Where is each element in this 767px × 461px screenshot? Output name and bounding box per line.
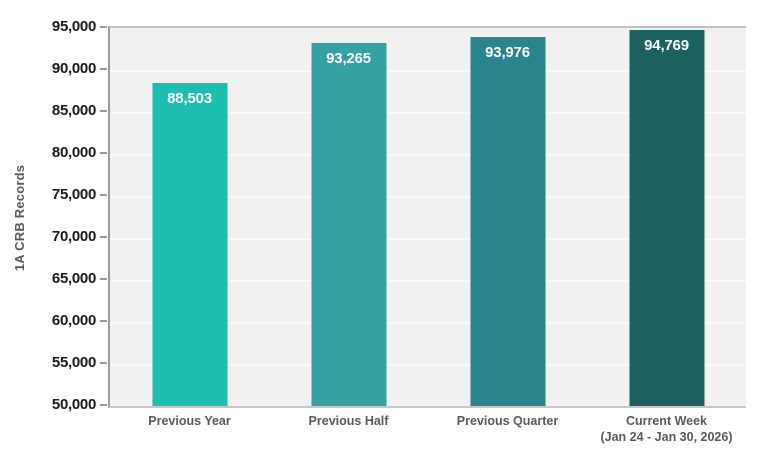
y-axis-tick <box>100 26 107 28</box>
bar-slot: 88,503 <box>110 26 269 406</box>
y-tick-label: 95,000 <box>51 18 96 35</box>
bar-4: 94,769 <box>629 29 704 406</box>
bar-1: 88,503 <box>152 82 227 406</box>
x-category-label: Previous Year <box>148 414 231 428</box>
y-tick-label: 90,000 <box>51 60 96 77</box>
bar-2: 93,265 <box>311 42 386 406</box>
gridline <box>110 364 746 366</box>
gridline <box>110 196 746 198</box>
y-tick-label: 80,000 <box>51 144 96 161</box>
bar-value-label: 93,976 <box>485 43 530 61</box>
bar-3: 93,976 <box>470 36 545 406</box>
gridline <box>110 238 746 240</box>
bar-slot: 94,769 <box>587 26 746 406</box>
y-tick-label: 55,000 <box>51 354 96 371</box>
y-tick-label: 50,000 <box>51 396 96 413</box>
y-tick-label: 85,000 <box>51 102 96 119</box>
bars-layer: 88,503 93,265 93,976 94,769 <box>110 26 746 406</box>
y-axis-tick <box>100 320 107 322</box>
x-category-label: Previous Half <box>308 414 389 428</box>
gridline <box>110 280 746 282</box>
gridline <box>110 322 746 324</box>
y-axis-tick <box>100 152 107 154</box>
x-axis-labels: Previous Year Previous Half Previous Quart… <box>110 413 746 457</box>
gridline <box>110 70 746 72</box>
x-category-label: Current Week (Jan 24 - Jan 30, 2026) <box>600 414 733 444</box>
y-tick-label: 70,000 <box>51 228 96 245</box>
gridline <box>110 154 746 156</box>
y-axis-tick <box>100 110 107 112</box>
y-axis-tick <box>100 236 107 238</box>
y-axis-tick <box>100 278 107 280</box>
y-tick-label: 60,000 <box>51 312 96 329</box>
bar-slot: 93,265 <box>269 26 428 406</box>
y-tick-label: 65,000 <box>51 270 96 287</box>
y-axis-tick <box>100 362 107 364</box>
gridline <box>110 112 746 114</box>
bar-value-label: 88,503 <box>167 89 212 107</box>
bar-slot: 93,976 <box>428 26 587 406</box>
y-axis-tick <box>100 194 107 196</box>
bar-value-label: 93,265 <box>326 49 371 67</box>
bar-value-label: 94,769 <box>644 36 689 54</box>
y-tick-label: 75,000 <box>51 186 96 203</box>
y-axis-tick <box>100 68 107 70</box>
y-axis-tick <box>100 404 107 406</box>
x-category-label: Previous Quarter <box>456 414 559 428</box>
